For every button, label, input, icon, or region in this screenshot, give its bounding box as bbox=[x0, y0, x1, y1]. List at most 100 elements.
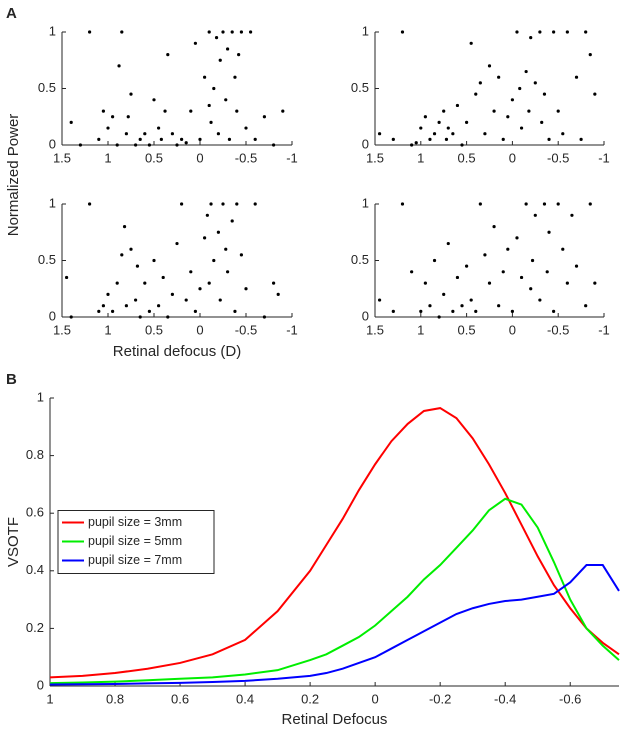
point bbox=[193, 41, 197, 45]
point bbox=[487, 281, 492, 285]
line bbox=[49, 497, 620, 685]
legend-label: pupil size = 7mm bbox=[88, 553, 182, 567]
point bbox=[400, 30, 405, 34]
point bbox=[235, 109, 239, 113]
point bbox=[170, 132, 174, 136]
point bbox=[545, 270, 549, 274]
y-tick-label: 1 bbox=[49, 23, 56, 38]
point bbox=[124, 132, 128, 136]
x-tick-label: 0.5 bbox=[458, 322, 476, 337]
point bbox=[547, 230, 551, 234]
x-tick-label: -0.5 bbox=[547, 322, 569, 337]
point bbox=[474, 309, 478, 313]
point bbox=[221, 202, 225, 206]
y-tick-label: 1 bbox=[362, 23, 369, 38]
point bbox=[253, 137, 257, 141]
x-tick-label: 0.8 bbox=[106, 691, 124, 706]
point bbox=[519, 275, 524, 280]
y-tick-label: 0.6 bbox=[26, 505, 44, 520]
point bbox=[497, 75, 501, 79]
point bbox=[115, 281, 119, 285]
x-tick-label: 0.5 bbox=[458, 150, 476, 165]
point bbox=[538, 298, 542, 302]
point bbox=[391, 309, 395, 313]
y-tick-label: 1 bbox=[37, 389, 44, 404]
point bbox=[209, 120, 213, 124]
point bbox=[506, 115, 510, 119]
point bbox=[101, 304, 105, 308]
point bbox=[143, 132, 147, 136]
point bbox=[442, 109, 446, 113]
point bbox=[588, 53, 592, 57]
y-tick-label: 0.2 bbox=[26, 620, 44, 635]
point bbox=[432, 132, 437, 136]
point bbox=[120, 30, 124, 34]
point bbox=[428, 137, 432, 141]
y-tick-label: 0 bbox=[49, 136, 56, 151]
point bbox=[239, 253, 243, 257]
point bbox=[556, 109, 560, 113]
point bbox=[134, 143, 138, 147]
point bbox=[101, 109, 105, 113]
point bbox=[233, 75, 237, 79]
point bbox=[117, 64, 121, 68]
point bbox=[501, 137, 505, 141]
point bbox=[244, 126, 248, 130]
line bbox=[49, 564, 620, 686]
point bbox=[276, 292, 280, 296]
point bbox=[106, 292, 110, 296]
y-tick-label: 0 bbox=[37, 677, 44, 692]
point bbox=[239, 30, 243, 34]
point bbox=[419, 126, 423, 130]
point bbox=[175, 241, 179, 246]
point bbox=[189, 270, 193, 274]
point bbox=[423, 281, 427, 285]
x-axis-label: Retinal defocus (D) bbox=[113, 343, 241, 360]
x-tick-label: 0.2 bbox=[301, 691, 319, 706]
point bbox=[574, 75, 579, 79]
point bbox=[410, 143, 414, 147]
x-tick-label: 1 bbox=[104, 322, 111, 337]
line bbox=[49, 407, 620, 679]
point bbox=[69, 120, 73, 124]
y-tick-label: 1 bbox=[49, 195, 56, 210]
point bbox=[272, 281, 276, 285]
point bbox=[237, 53, 241, 57]
x-tick-label: 1 bbox=[104, 150, 111, 165]
y-tick-label: 0.5 bbox=[351, 80, 369, 95]
point bbox=[414, 141, 418, 145]
x-tick-label: -0.5 bbox=[235, 322, 257, 337]
point bbox=[180, 202, 184, 206]
point bbox=[88, 30, 92, 34]
point bbox=[227, 137, 232, 141]
x-tick-label: 0 bbox=[196, 150, 203, 165]
point bbox=[230, 30, 234, 34]
y-axis-label: VSOTF bbox=[5, 517, 22, 567]
point bbox=[230, 219, 234, 223]
point bbox=[465, 264, 469, 268]
point bbox=[157, 126, 161, 130]
x-tick-label: 1.5 bbox=[53, 322, 71, 337]
point bbox=[226, 270, 230, 274]
point bbox=[207, 30, 211, 34]
point bbox=[221, 30, 225, 34]
point bbox=[184, 298, 188, 302]
point bbox=[207, 281, 211, 285]
point bbox=[124, 304, 128, 308]
point bbox=[533, 213, 537, 217]
x-tick-label: 1 bbox=[417, 322, 424, 337]
x-tick-label: -0.2 bbox=[429, 691, 451, 706]
point bbox=[542, 92, 547, 96]
point bbox=[478, 202, 482, 206]
point bbox=[129, 247, 133, 251]
point bbox=[574, 264, 579, 268]
point bbox=[203, 75, 207, 79]
y-tick-label: 0.4 bbox=[26, 562, 44, 577]
point bbox=[478, 81, 482, 85]
point bbox=[224, 98, 228, 102]
point bbox=[547, 137, 551, 141]
point bbox=[460, 304, 464, 308]
point bbox=[135, 264, 140, 268]
point bbox=[152, 98, 156, 102]
point bbox=[157, 304, 161, 308]
